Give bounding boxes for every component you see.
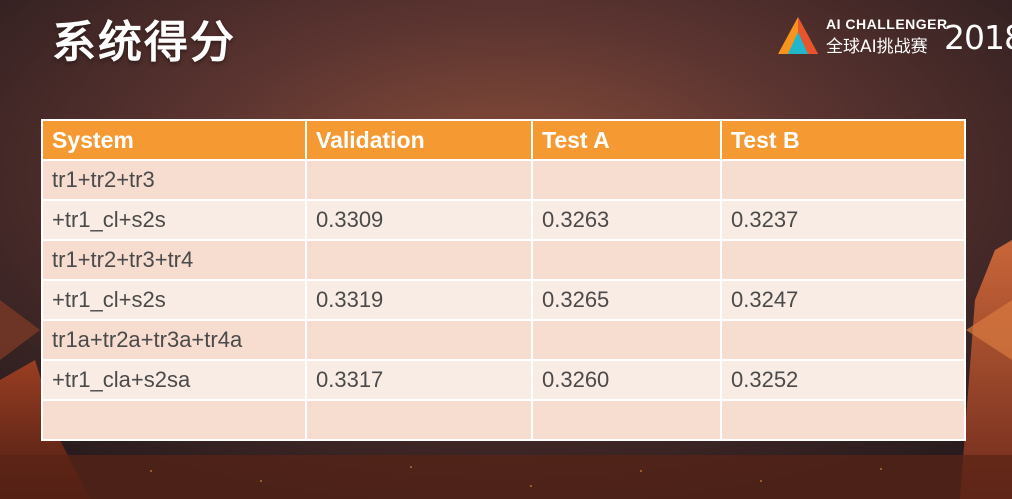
cell-test-a [531, 239, 722, 281]
cell-system: +tr1_cl+s2s [41, 199, 307, 241]
cell-test-a [531, 159, 722, 201]
cell-validation [305, 239, 533, 281]
table-row: +tr1_cl+s2s 0.3319 0.3265 0.3247 [41, 279, 966, 321]
table-row: tr1+tr2+tr3+tr4 [41, 239, 966, 281]
table-row: tr1a+tr2a+tr3a+tr4a [41, 319, 966, 361]
system-scores-table: System Validation Test A Test B tr1+tr2+… [41, 119, 966, 441]
cell-test-b: 0.3252 [720, 359, 966, 401]
cell-test-a [531, 399, 722, 441]
cell-test-b [720, 399, 966, 441]
cell-validation [305, 399, 533, 441]
cell-test-a: 0.3263 [531, 199, 722, 241]
table-header-row: System Validation Test A Test B [41, 119, 966, 161]
cell-validation: 0.3317 [305, 359, 533, 401]
cell-system [41, 399, 307, 441]
header-test-b: Test B [720, 119, 966, 161]
table-row: +tr1_cla+s2sa 0.3317 0.3260 0.3252 [41, 359, 966, 401]
cell-validation [305, 159, 533, 201]
logo-year: 2018 [944, 18, 1012, 57]
cell-test-b: 0.3247 [720, 279, 966, 321]
cell-test-b [720, 159, 966, 201]
logo-line2: 全球AI挑战赛 [826, 37, 928, 57]
cell-test-b [720, 319, 966, 361]
cell-test-a: 0.3260 [531, 359, 722, 401]
cell-validation [305, 319, 533, 361]
cell-system: tr1a+tr2a+tr3a+tr4a [41, 319, 307, 361]
cell-test-b: 0.3237 [720, 199, 966, 241]
header-test-a: Test A [531, 119, 722, 161]
cell-test-a [531, 319, 722, 361]
cell-validation: 0.3319 [305, 279, 533, 321]
table-row: tr1+tr2+tr3 [41, 159, 966, 201]
cell-test-b [720, 239, 966, 281]
table-row [41, 399, 966, 441]
cell-system: tr1+tr2+tr3 [41, 159, 307, 201]
triangle-logo-icon [778, 17, 818, 54]
table-row: +tr1_cl+s2s 0.3309 0.3263 0.3237 [41, 199, 966, 241]
cell-validation: 0.3309 [305, 199, 533, 241]
cell-test-a: 0.3265 [531, 279, 722, 321]
slide-title: 系统得分 [52, 17, 236, 68]
cell-system: +tr1_cl+s2s [41, 279, 307, 321]
logo-line1: AI CHALLENGER [826, 16, 948, 32]
ai-challenger-logo: AI CHALLENGER 全球AI挑战赛 2018 [776, 14, 1012, 60]
cell-system: +tr1_cla+s2sa [41, 359, 307, 401]
header-validation: Validation [305, 119, 533, 161]
header-system: System [41, 119, 307, 161]
cell-system: tr1+tr2+tr3+tr4 [41, 239, 307, 281]
